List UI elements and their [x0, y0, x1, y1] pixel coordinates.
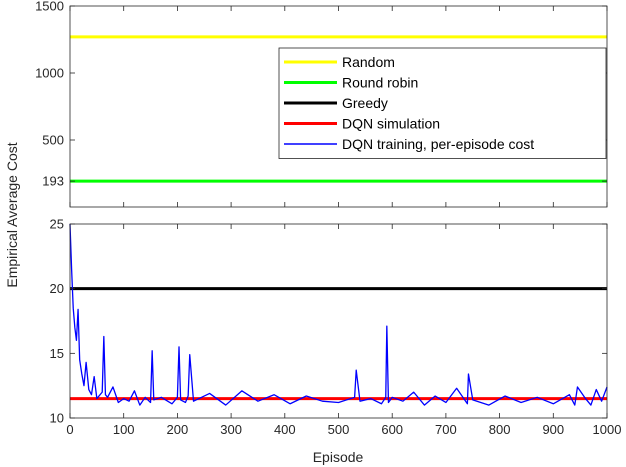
legend: Random Round robin Greedy DQN simulation DQN…	[278, 47, 607, 159]
legend-label: Random	[342, 54, 395, 70]
bottom-panel: 10 15 20 25 0 100 200 300 400 500 600 700 800 900 1000	[50, 217, 622, 438]
y-tick-label: 1500	[35, 0, 64, 14]
y-tick-label: 193	[42, 174, 64, 189]
legend-label: DQN training, per-episode cost	[342, 136, 534, 152]
legend-label: Round robin	[342, 75, 418, 91]
y-tick-label: 15	[50, 346, 64, 361]
y-tick-label: 10	[50, 411, 64, 426]
y-tick-label: 500	[42, 133, 64, 148]
y-tick-label: 20	[50, 281, 64, 296]
legend-label: Greedy	[342, 95, 388, 111]
y-tick-label: 1000	[35, 66, 64, 81]
y-axis-label: Empirical Average Cost	[4, 142, 20, 287]
x-tick-label: 900	[542, 422, 564, 437]
x-tick-label: 0	[66, 422, 73, 437]
x-tick-label: 600	[381, 422, 403, 437]
x-tick-label: 100	[113, 422, 135, 437]
x-tick-label: 700	[435, 422, 457, 437]
x-tick-label: 800	[489, 422, 511, 437]
x-tick-label: 1000	[593, 422, 622, 437]
y-tick-label: 25	[50, 217, 64, 232]
series-dqn-training-per-episode-cost	[69, 223, 608, 406]
x-tick-label: 500	[328, 422, 350, 437]
x-tick-label: 400	[274, 422, 296, 437]
x-axis-label: Episode	[313, 449, 364, 465]
x-tick-label: 200	[167, 422, 189, 437]
top-panel: 193 500 1000 1500	[35, 0, 608, 208]
legend-label: DQN simulation	[342, 116, 440, 132]
x-tick-label: 300	[220, 422, 242, 437]
